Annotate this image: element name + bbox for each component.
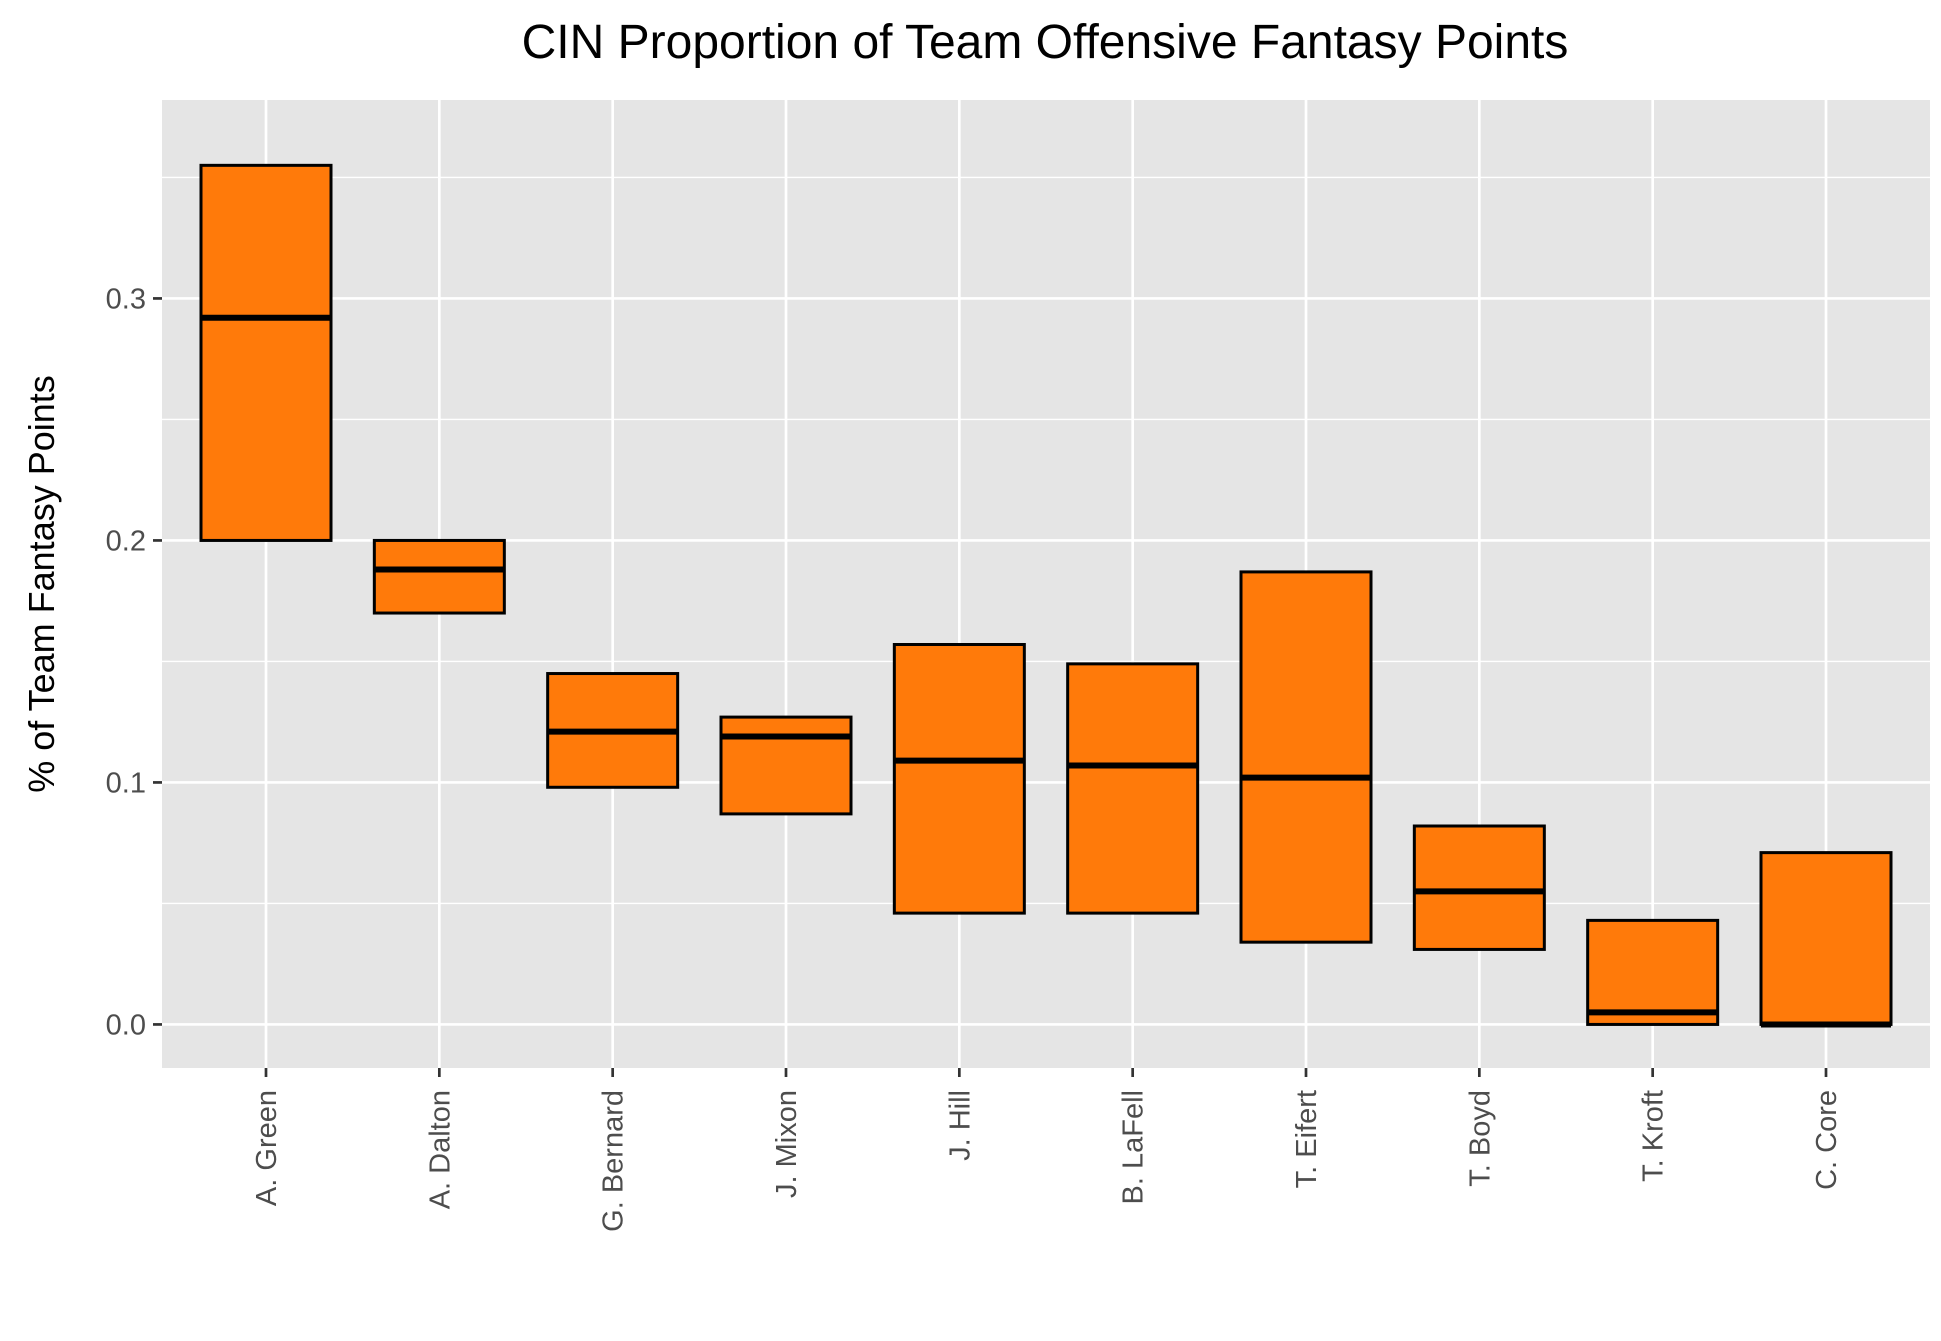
box — [892, 643, 1026, 915]
x-tick-label: T. Eifert — [1291, 1090, 1323, 1188]
y-tick-label: 0.0 — [106, 1009, 146, 1041]
box — [1412, 824, 1546, 951]
x-tick-label: J. Hill — [944, 1090, 976, 1161]
x-tick-label: A. Dalton — [424, 1090, 456, 1209]
chart-title: CIN Proportion of Team Offensive Fantasy… — [522, 16, 1569, 69]
y-axis: 0.0 0.1 0.2 0.3 — [106, 283, 162, 1041]
x-tick-label: T. Boyd — [1464, 1090, 1496, 1187]
box — [1586, 918, 1720, 1026]
x-tick-label: J. Mixon — [771, 1090, 803, 1198]
boxes — [199, 163, 1893, 1028]
x-tick-label: B. LaFell — [1118, 1090, 1150, 1204]
x-tick-label: A. Green — [251, 1090, 283, 1206]
x-tick-label: T. Kroft — [1638, 1090, 1670, 1182]
box — [1066, 662, 1200, 915]
y-tick-label: 0.1 — [106, 767, 146, 799]
x-tick-label: C. Core — [1811, 1090, 1843, 1190]
y-tick-label: 0.2 — [106, 525, 146, 557]
box — [372, 538, 506, 615]
x-tick-label: G. Bernard — [598, 1090, 630, 1232]
box — [1239, 570, 1373, 944]
y-axis-label: % of Team Fantasy Points — [21, 375, 62, 793]
y-tick-label: 0.3 — [106, 283, 146, 315]
box — [199, 163, 333, 542]
box — [1759, 851, 1893, 1026]
box — [719, 715, 853, 816]
x-axis: A. Green A. Dalton G. Bernard J. Mixon J. Hi… — [251, 1068, 1843, 1232]
